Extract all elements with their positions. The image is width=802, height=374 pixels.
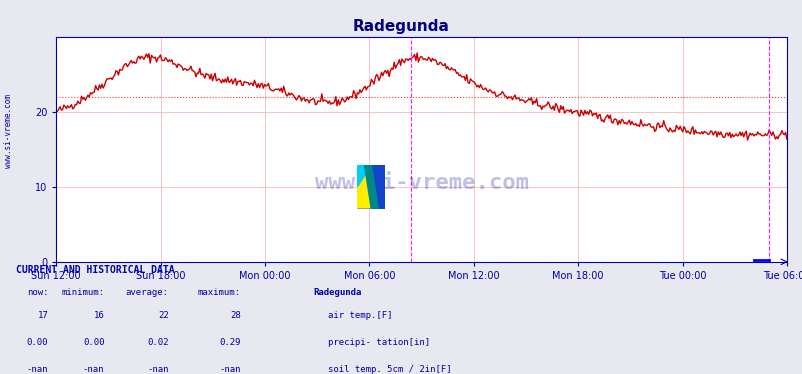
Text: air temp.[F]: air temp.[F] xyxy=(327,311,391,320)
Text: 17: 17 xyxy=(38,311,48,320)
Polygon shape xyxy=(357,165,371,187)
Text: Radegunda: Radegunda xyxy=(353,19,449,34)
Text: www.si-vreme.com: www.si-vreme.com xyxy=(4,94,13,168)
Text: www.si-vreme.com: www.si-vreme.com xyxy=(314,173,528,193)
Text: 0.00: 0.00 xyxy=(83,338,104,347)
Text: 0.02: 0.02 xyxy=(147,338,168,347)
Text: 0.00: 0.00 xyxy=(26,338,48,347)
Text: Radegunda: Radegunda xyxy=(313,288,361,297)
Polygon shape xyxy=(357,165,371,209)
Text: -nan: -nan xyxy=(219,365,241,374)
Text: minimum:: minimum: xyxy=(61,288,104,297)
Text: -nan: -nan xyxy=(83,365,104,374)
Text: maximum:: maximum: xyxy=(197,288,241,297)
Text: CURRENT AND HISTORICAL DATA: CURRENT AND HISTORICAL DATA xyxy=(16,265,175,275)
Text: average:: average: xyxy=(125,288,168,297)
Text: 22: 22 xyxy=(158,311,168,320)
Text: 28: 28 xyxy=(230,311,241,320)
Text: -nan: -nan xyxy=(26,365,48,374)
Text: -nan: -nan xyxy=(147,365,168,374)
Polygon shape xyxy=(357,165,385,209)
Text: 0.29: 0.29 xyxy=(219,338,241,347)
Text: now:: now: xyxy=(26,288,48,297)
Text: precipi- tation[in]: precipi- tation[in] xyxy=(327,338,429,347)
Text: 16: 16 xyxy=(94,311,104,320)
Polygon shape xyxy=(364,165,378,209)
Text: soil temp. 5cm / 2in[F]: soil temp. 5cm / 2in[F] xyxy=(327,365,451,374)
